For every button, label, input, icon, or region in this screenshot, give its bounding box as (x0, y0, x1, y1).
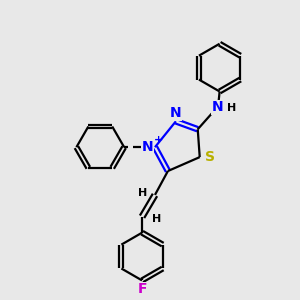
Text: +: + (154, 135, 164, 145)
Text: N: N (212, 100, 224, 114)
Text: N: N (170, 106, 182, 120)
Text: N: N (141, 140, 153, 154)
Text: H: H (152, 214, 161, 224)
Text: H: H (226, 103, 236, 113)
Text: H: H (138, 188, 147, 198)
Text: F: F (137, 282, 147, 296)
Text: S: S (205, 150, 215, 164)
